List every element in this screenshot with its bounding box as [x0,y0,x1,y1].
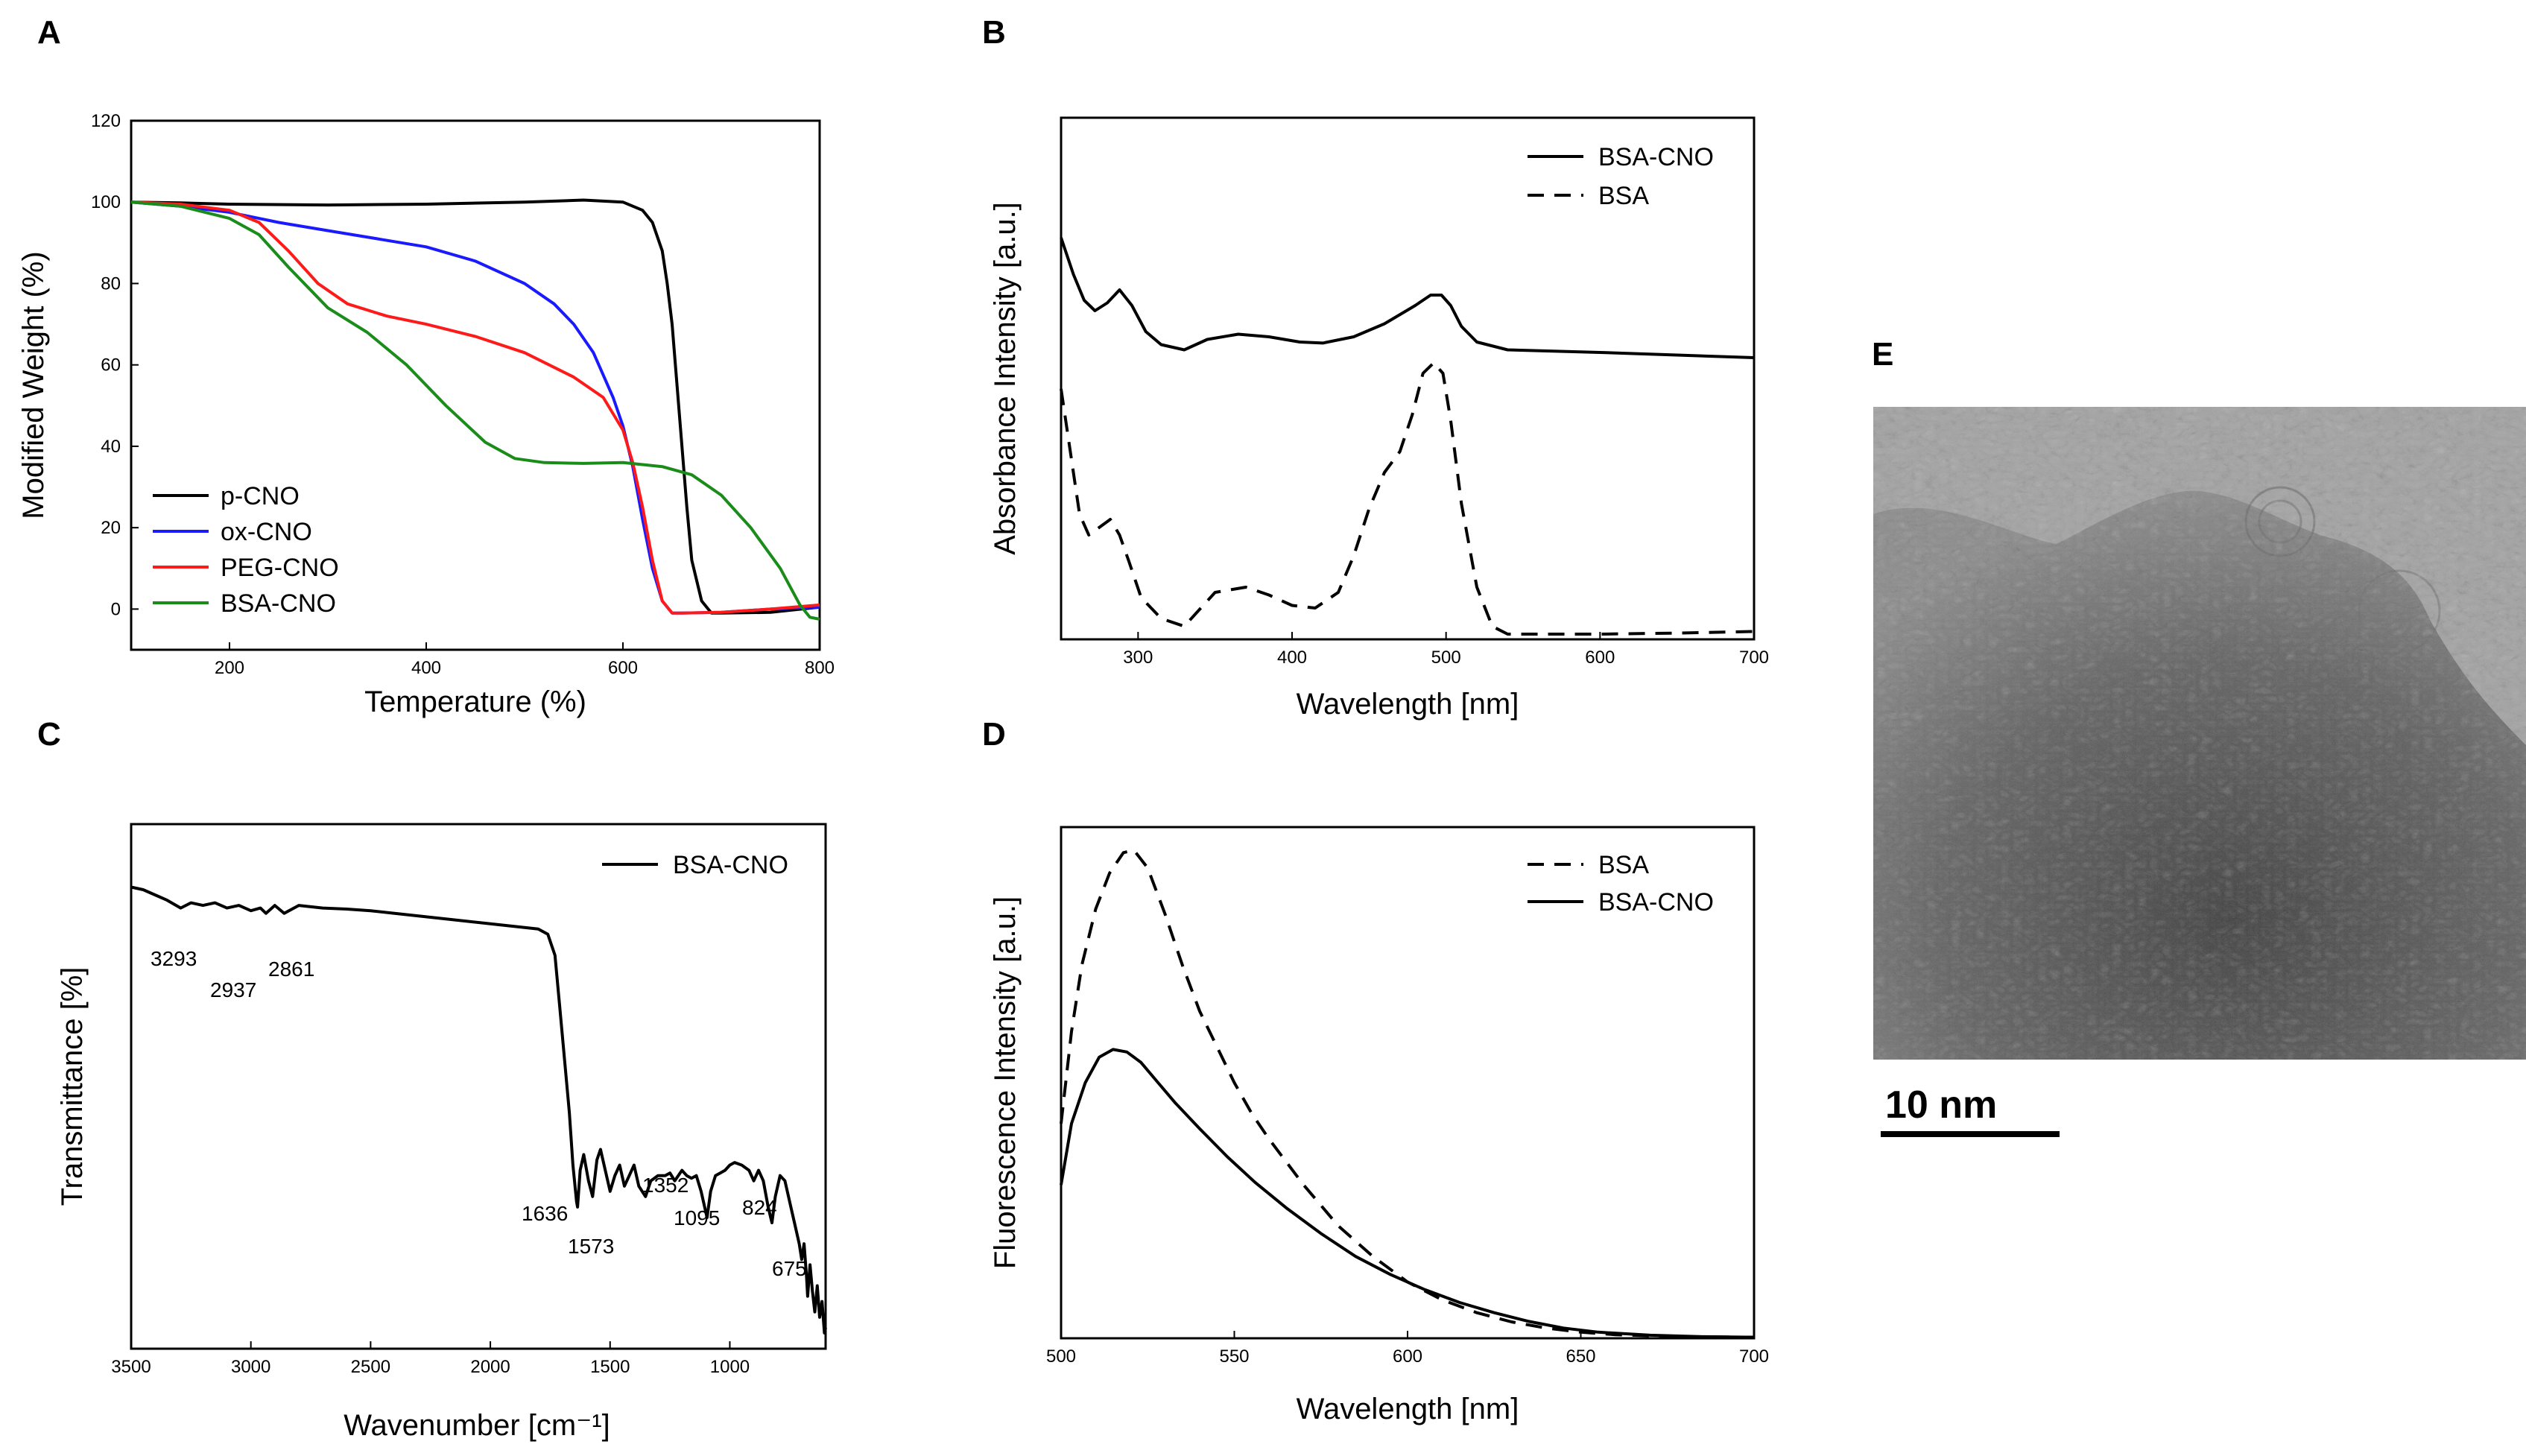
panel-d-x-tick-label-700: 700 [1739,1346,1769,1367]
panel-a-series-line-peg-cno [130,200,820,615]
peak-label-3293: 3293 [151,947,197,970]
panel-d-series-line-bsa-cno [1060,1048,1755,1339]
peak-label-675: 675 [772,1257,807,1280]
panel-letter-a: A [37,14,61,51]
peak-label-2861: 2861 [268,958,314,981]
panel-c-series-line-bsa-cno [130,885,827,1335]
panel-letter-d: D [982,716,1006,753]
panel-d-x-tick-label-600: 600 [1393,1346,1422,1367]
panel-c-x-tick-label-3500: 3500 [111,1357,151,1377]
panel-b-x-axis-title: Wavelength [nm] [1297,688,1519,721]
peak-label-824: 824 [742,1196,777,1219]
panel-c-legend: BSA-CNO [602,851,788,879]
panel-d-x-tick-label-500: 500 [1046,1346,1076,1367]
panel-c-x-tick-label-1000: 1000 [710,1357,750,1377]
panel-letter-b: B [982,14,1006,51]
legend-label-bsa-cno-d: BSA-CNO [1598,888,1714,917]
panel-a-series-line-ox-cno [130,200,820,615]
panel-a-x-tick-label-800: 800 [805,658,835,678]
panel-b-y-axis-title: Absorbance Intensity [a.u.] [989,202,1022,555]
panel-a-chart: 200 400 600 800 0 20 40 60 80 100 120 Temperature … [17,111,835,718]
panel-b-x-tick-label-400: 400 [1277,648,1307,668]
peak-label-1636: 1636 [522,1202,568,1225]
panel-a-y-tick-label-100: 100 [91,192,121,212]
peak-label-1352: 1352 [642,1174,689,1197]
panel-a-y-tick-label-60: 60 [101,355,121,376]
panel-a-series-line-p-cno [130,198,820,615]
panel-a-y-tick-label-80: 80 [101,273,121,294]
panel-b-x-tick-label-700: 700 [1739,648,1769,668]
panel-a-plot-frame [130,119,821,651]
panel-c-x-tick-label-2000: 2000 [470,1357,510,1377]
panel-c-plot-frame [130,823,827,1350]
legend-label-ox-cno: ox-CNO [221,518,312,546]
panel-a-series-line-bsa-cno [130,200,820,621]
legend-label-peg-cno: PEG-CNO [221,554,339,582]
panel-d-x-tick-label-550: 550 [1219,1346,1249,1367]
panel-a-y-tick-label-40: 40 [101,437,121,457]
panel-c-x-axis-title: Wavenumber [cm⁻¹] [344,1409,610,1442]
panel-a-y-tick-label-20: 20 [101,518,121,538]
panel-c-x-tick-label-3000: 3000 [231,1357,270,1377]
panel-b-legend: BSA-CNO BSA [1528,143,1714,210]
panel-b-x-tick-label-600: 600 [1585,648,1615,668]
legend-label-bsa-cno-b: BSA-CNO [1598,143,1714,171]
panel-b-series-line-bsa-cno [1060,237,1755,359]
panel-a-y-tick-label-0: 0 [111,599,121,619]
panel-a-x-tick-label-400: 400 [411,658,441,678]
panel-b-chart: 300 400 500 600 700 Wavelength [nm] Absorban… [989,116,1769,721]
panel-e-tem-image: 10 nm [1873,407,2526,1137]
panel-letter-e: E [1872,336,1893,373]
legend-label-p-cno: p-CNO [221,482,300,510]
panel-b-x-tick-label-500: 500 [1431,648,1461,668]
panel-a-y-axis-title: Modified Weight (%) [17,251,50,519]
panel-a-y-tick-label-120: 120 [91,111,121,131]
legend-label-bsa-cno-c: BSA-CNO [673,851,788,879]
scale-bar-label: 10 nm [1885,1083,1997,1127]
panel-d-chart: 500 550 600 650 700 Wavelength [nm] Fluoresc… [989,826,1769,1425]
panel-a-x-tick-label-200: 200 [215,658,244,678]
tem-noise-texture [1873,407,2526,1060]
panel-d-x-tick-label-650: 650 [1566,1346,1595,1367]
legend-label-bsa-cno: BSA-CNO [221,589,336,618]
panel-c-chart: 3500 3000 2500 2000 1500 1000 Wavenumber [cm⁻… [56,823,827,1442]
peak-label-2937: 2937 [210,978,256,1001]
panel-d-x-axis-title: Wavelength [nm] [1297,1393,1519,1425]
panel-d-series-line-bsa [1060,848,1755,1339]
legend-label-bsa-b: BSA [1598,182,1649,210]
panel-b-plot-frame [1060,116,1756,641]
panel-c-x-tick-label-2500: 2500 [351,1357,390,1377]
panel-a-x-tick-label-600: 600 [608,658,638,678]
panel-b-series-line-bsa [1060,361,1755,636]
panel-b-x-tick-label-300: 300 [1123,648,1153,668]
panel-d-legend: BSA BSA-CNO [1528,851,1714,917]
peak-label-1573: 1573 [568,1235,614,1258]
panel-c-peak-annotations: 3293 2937 2861 1636 1573 1352 1095 824 6… [151,947,807,1280]
panel-letter-c: C [37,716,61,753]
panel-c-x-tick-label-1500: 1500 [590,1357,630,1377]
panel-a-legend: p-CNO ox-CNO PEG-CNO BSA-CNO [153,482,339,618]
panel-c-y-axis-title: Transmittance [%] [56,967,89,1206]
panel-d-y-axis-title: Fluorescence Intensity [a.u.] [989,896,1022,1269]
legend-label-bsa-d: BSA [1598,851,1649,879]
peak-label-1095: 1095 [674,1206,720,1229]
panel-a-x-axis-title: Temperature (%) [364,686,586,718]
